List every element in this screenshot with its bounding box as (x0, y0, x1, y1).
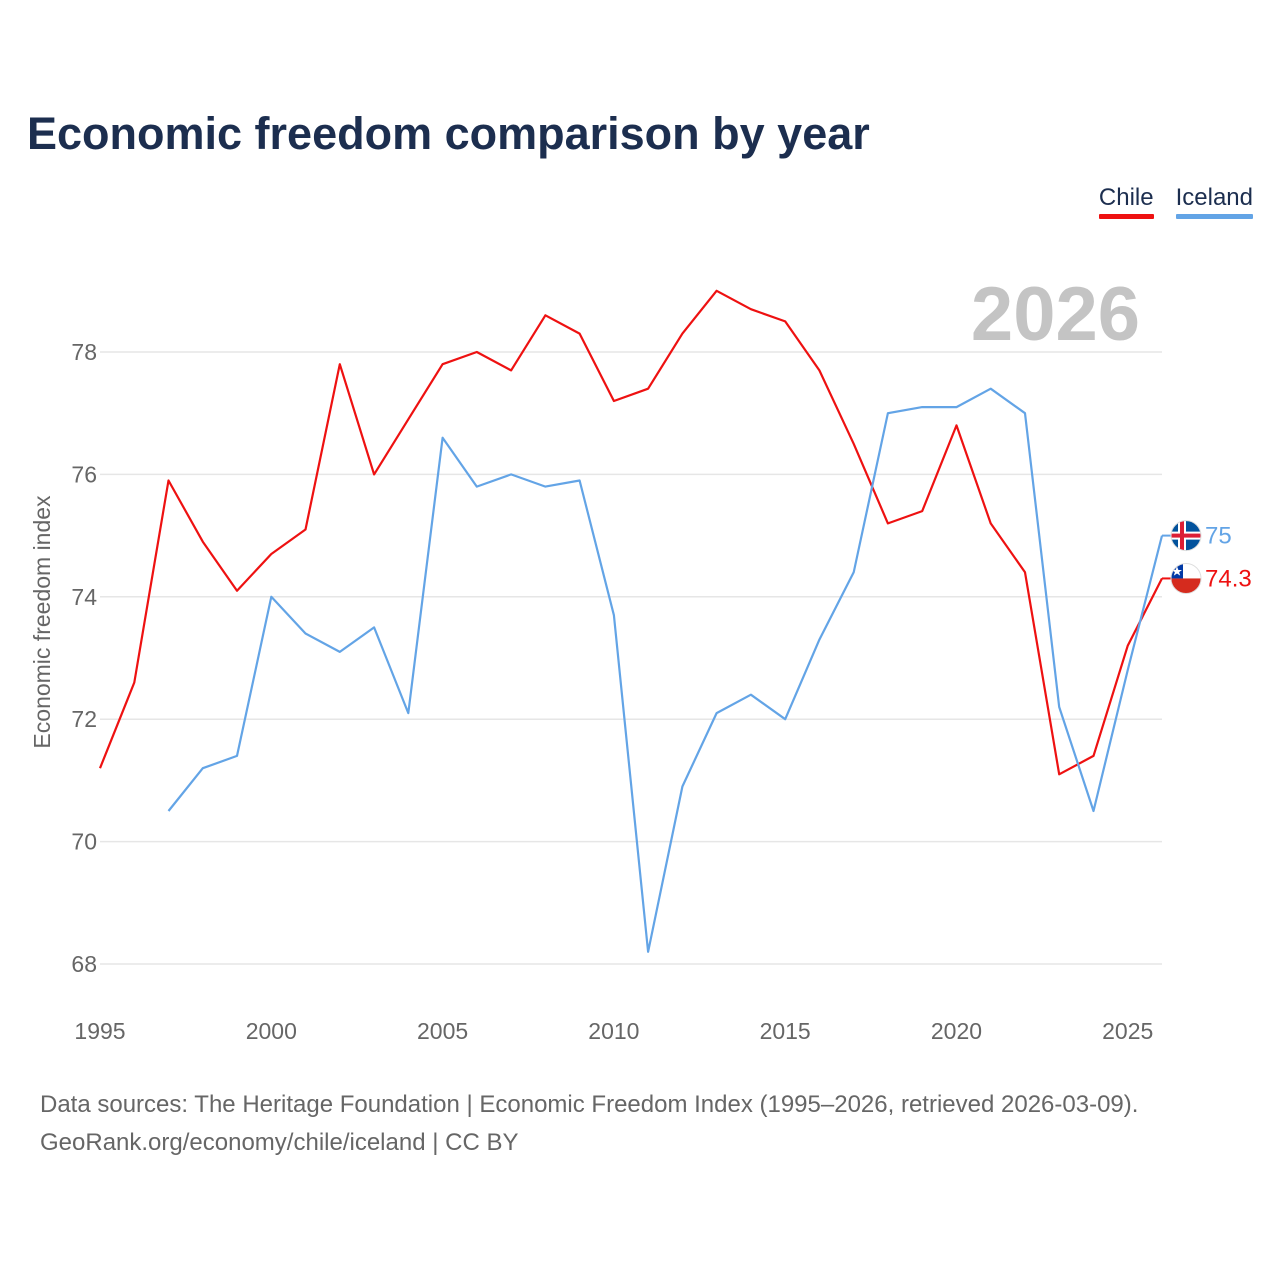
y-tick-label-76: 76 (71, 461, 97, 487)
iceland-flag-icon (1170, 520, 1202, 552)
year-watermark: 2026 (971, 272, 1140, 357)
legend-label-iceland: Iceland (1175, 184, 1253, 211)
series-line-iceland (167, 387, 1164, 953)
y-tick-label-68: 68 (71, 951, 97, 977)
series-lines (98, 289, 1164, 953)
y-axis-label: Economic freedom index (29, 495, 55, 749)
x-tick-label-2005: 2005 (417, 1018, 468, 1044)
footer-sources: Data sources: The Heritage Foundation | … (40, 1091, 1139, 1118)
legend-item-iceland[interactable]: Iceland (1175, 184, 1253, 219)
y-tick-label-70: 70 (71, 829, 97, 855)
x-tick-label-2000: 2000 (246, 1018, 297, 1044)
y-tick-label-74: 74 (71, 584, 97, 610)
footer: Data sources: The Heritage Foundation | … (40, 1086, 1138, 1162)
end-labels: 74.3 75 (1162, 520, 1252, 594)
legend-item-chile[interactable]: Chile (1098, 184, 1154, 219)
chart-title: Economic freedom comparison by year (27, 108, 870, 159)
x-axis: 1995 2000 2005 2010 2015 2020 2025 (74, 1018, 1153, 1044)
legend: Chile Iceland (1098, 184, 1253, 219)
x-tick-label-2025: 2025 (1102, 1018, 1153, 1044)
chile-flag-icon (1170, 562, 1202, 594)
x-tick-label-1995: 1995 (74, 1018, 125, 1044)
footer-credit: GeoRank.org/economy/chile/iceland | CC B… (40, 1129, 519, 1156)
legend-swatch-chile (1098, 214, 1154, 219)
legend-swatch-iceland (1175, 214, 1253, 219)
end-label-iceland: 75 (1205, 523, 1232, 550)
x-tick-label-2015: 2015 (760, 1018, 811, 1044)
legend-label-chile: Chile (1098, 184, 1154, 211)
y-tick-label-72: 72 (71, 706, 97, 732)
x-tick-label-2020: 2020 (931, 1018, 982, 1044)
y-tick-label-78: 78 (71, 339, 97, 365)
end-label-chile: 74.3 (1205, 565, 1252, 592)
gridlines (100, 351, 1162, 965)
series-line-chile (98, 289, 1163, 776)
x-tick-label-2010: 2010 (588, 1018, 639, 1044)
y-axis: 68 70 72 74 76 78 (71, 339, 97, 977)
